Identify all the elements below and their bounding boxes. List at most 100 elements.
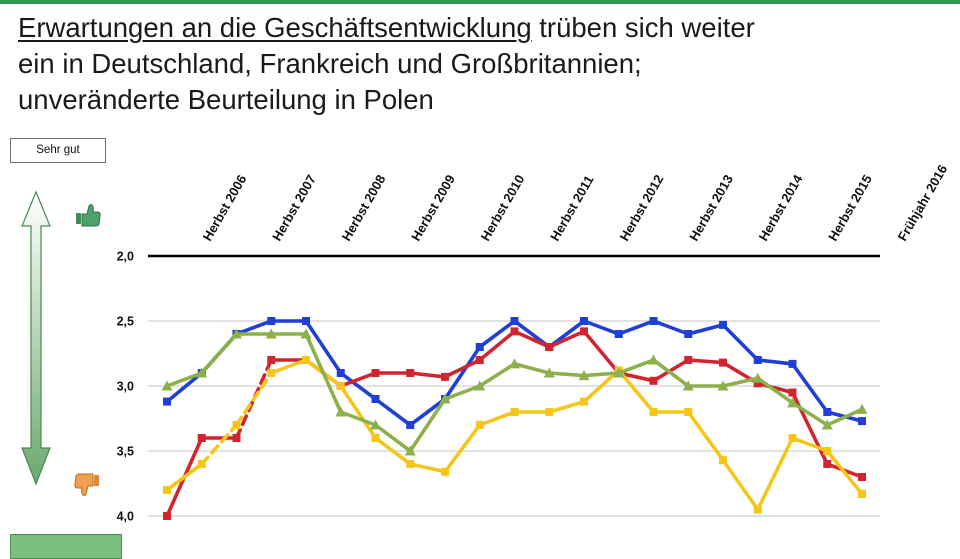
series-segment [582,371,621,378]
data-point [719,320,727,329]
series-segment [373,423,413,453]
series-segment [790,436,830,453]
data-point [475,421,484,429]
data-point [196,367,208,378]
column-label: Herbst 2011 [547,173,596,244]
y-tick-label: 4,0 [117,510,134,524]
data-point [823,460,832,468]
data-point [787,397,798,408]
series-segment [547,399,586,414]
series-segment [477,410,517,427]
series-segment [616,358,656,375]
column-label: Herbst 2008 [339,172,389,243]
data-point [404,445,416,456]
thumbs-down-icon [74,473,99,496]
series-segment [547,371,586,378]
y-tick-label: 2,0 [117,250,134,264]
double-arrow-icon [21,190,51,486]
data-point [371,434,380,442]
data-point [719,456,727,465]
series-segment [686,358,725,365]
data-point [821,419,833,430]
series-segment [616,368,656,414]
headline-line-2: ein in Deutschland, Frankreich und Großb… [18,48,642,79]
column-label: Herbst 2009 [408,172,458,243]
series-segment [721,323,760,362]
series-segment [755,358,795,366]
series-segment [199,332,239,375]
data-point [753,379,762,388]
series-segment [477,319,517,349]
series-segment [373,397,413,427]
data-point [336,382,345,390]
series-segment [686,323,725,336]
data-point [858,489,866,498]
series-segment [651,319,691,336]
data-point [267,369,276,377]
thumbs-up-icon [76,204,101,227]
data-point [684,356,693,364]
headline-line-1: Erwartungen an die Geschäftsentwicklung … [18,10,948,46]
y-tick-label: 3,5 [117,445,134,459]
series-segment [373,436,413,466]
series-segment [686,410,725,462]
data-point [335,406,347,417]
series-segment [269,358,308,375]
data-point [300,328,312,339]
data-point [788,388,797,397]
series-segment [338,371,378,388]
data-point [370,419,381,430]
data-point [684,408,693,416]
column-label: Herbst 2006 [200,172,250,243]
series-segment [234,358,274,440]
series-segment [790,390,830,466]
series-4 [161,328,868,456]
data-point [649,408,658,416]
data-point [267,356,276,364]
data-point [441,467,449,476]
series-segment [234,319,274,336]
series-segment [755,376,795,405]
series-segment [477,362,517,388]
headline: Erwartungen an die Geschäftsentwicklung … [18,10,948,118]
data-point [231,328,242,339]
headline-line-1-rest: trüben sich weiter [531,12,755,43]
column-label: Herbst 2013 [686,172,736,243]
column-label: Frühjahr 2016 [895,162,951,243]
data-point [545,408,554,416]
data-point [580,327,588,336]
chart: 2,02,53,03,54,0 Herbst 2006 Herbst 2007 He… [21,162,951,524]
data-point [474,380,486,391]
data-point [371,369,380,377]
series-segment [304,319,343,375]
column-label: Herbst 2007 [269,172,319,243]
series-segment [165,371,204,388]
series-segment [165,371,204,404]
series-segment [234,371,274,427]
scale-label-top: Sehr gut [10,138,106,163]
data-point [371,395,380,403]
data-point [682,380,694,391]
series-segment [582,319,621,336]
data-point [441,372,449,381]
data-point [788,434,797,442]
data-point [684,330,693,338]
series-segment [443,423,482,474]
headline-line-3: unveränderte Beurteilung in Polen [18,84,434,115]
series-layer [161,317,868,520]
series-segment [755,381,795,395]
data-point [302,356,310,364]
column-label: Herbst 2012 [617,172,667,243]
data-point [580,317,588,325]
series-2 [163,327,866,520]
data-point [197,434,206,442]
series-segment [721,376,760,388]
series-segment [408,397,447,453]
data-point [614,330,623,338]
series-segment [443,384,482,401]
data-point [509,358,520,369]
series-segment [443,345,482,401]
data-point [406,421,415,429]
data-point [788,359,797,368]
series-3 [163,356,866,514]
